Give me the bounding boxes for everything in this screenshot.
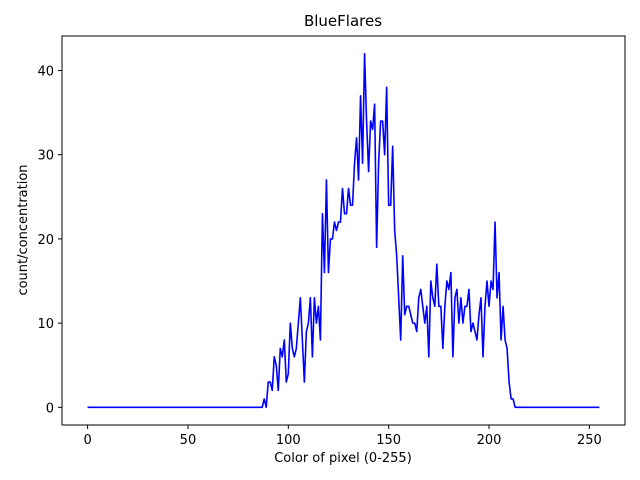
y-axis-label: count/concentration	[16, 164, 31, 295]
x-tick-label: 150	[376, 433, 401, 448]
y-tick-label: 0	[46, 401, 54, 416]
y-axis: 0 10 20 30 40	[37, 65, 62, 416]
y-tick-label: 30	[37, 149, 54, 164]
x-tick-label: 0	[83, 433, 91, 448]
x-tick-label: 200	[477, 433, 502, 448]
plot-frame	[61, 35, 626, 426]
x-tick-label: 50	[180, 433, 197, 448]
y-tick-label: 10	[37, 317, 54, 332]
plot-area	[87, 52, 600, 409]
x-axis: 0 50 100 150 200 250	[83, 425, 602, 448]
x-tick-label: 250	[577, 433, 602, 448]
x-axis-label: Color of pixel (0-255)	[274, 451, 412, 466]
y-tick-label: 40	[37, 65, 54, 80]
series-line-0	[87, 52, 600, 409]
y-tick-label: 20	[37, 233, 54, 248]
x-tick-label: 100	[276, 433, 301, 448]
chart-title: BlueFlares	[304, 12, 382, 30]
